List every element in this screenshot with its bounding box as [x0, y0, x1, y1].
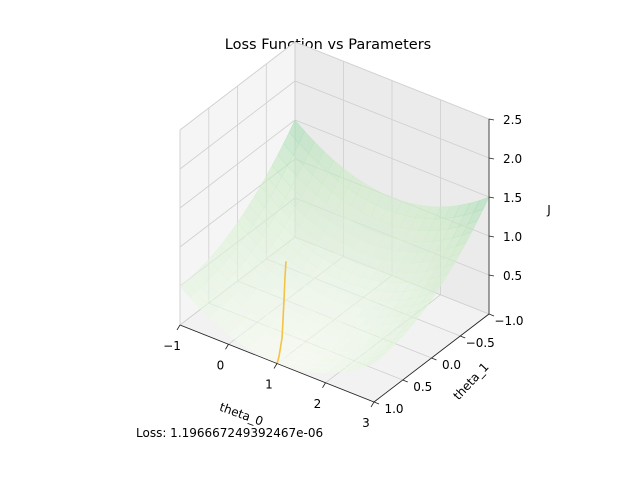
surface-patch [473, 196, 490, 213]
z-tick [488, 196, 495, 199]
x-tick [176, 324, 181, 331]
y-tick [373, 401, 380, 405]
y-tick [402, 379, 408, 383]
trajectory-line [276, 261, 287, 364]
chart-title: Loss Function vs Parameters [225, 37, 431, 53]
z-axis-label: J [546, 203, 551, 217]
z-tick-label: 2.5 [503, 113, 522, 127]
y-tick-label: −1.0 [494, 314, 523, 328]
y-tick [488, 313, 495, 317]
x-tick-label: 2 [314, 397, 322, 411]
z-tick-label: 1.5 [503, 191, 522, 205]
x-tick [273, 363, 278, 369]
z-tick-label: 2.0 [503, 152, 522, 166]
x-tick-label: 1 [265, 378, 273, 392]
x-tick-label: 0 [217, 358, 225, 372]
x-tick [225, 344, 229, 350]
z-tick-label: 0.5 [503, 269, 522, 283]
x-tick-label: 3 [362, 416, 370, 430]
z-tick [488, 157, 495, 160]
loss-readout: Loss: 1.196667249392467e-06 [136, 426, 324, 440]
y-tick-label: −0.5 [466, 336, 495, 350]
z-tick [488, 118, 495, 121]
z-tick-label: 1.0 [503, 230, 522, 244]
x-tick [322, 382, 326, 388]
z-tick [488, 274, 495, 277]
x-tick [370, 401, 375, 408]
x-tick-label: −1 [163, 339, 181, 353]
z-tick [488, 235, 495, 238]
z-gridline [179, 80, 490, 170]
loss-surface [179, 119, 490, 374]
y-tick-label: 0.0 [442, 358, 461, 372]
descent-trajectory [276, 261, 287, 364]
z-gridline [179, 41, 490, 131]
y-tick [460, 335, 466, 339]
y-tick-label: 1.0 [384, 402, 403, 416]
y-tick-label: 0.5 [413, 380, 432, 394]
x-axis-label: theta_0 [218, 400, 265, 429]
y-tick [431, 357, 437, 361]
axis-ticks: −1 0 1 2 3 −1.0 −0.5 0.0 0.5 1.0 0.5 1.0 1.5 2.0 2.5 [163, 113, 523, 430]
